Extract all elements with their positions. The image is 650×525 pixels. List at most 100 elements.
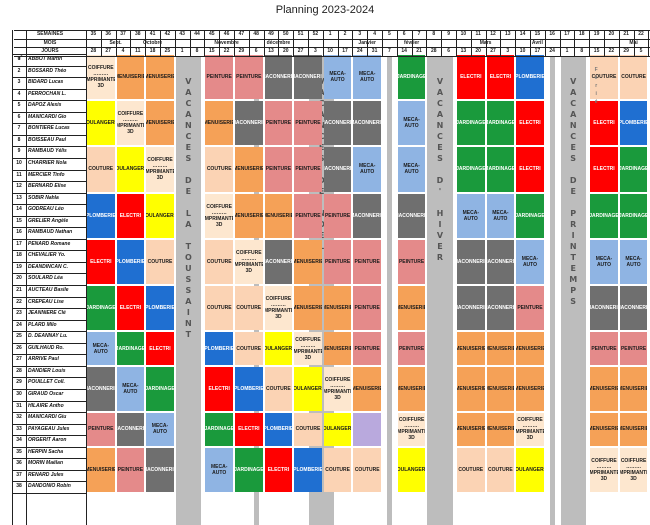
day-number: 29 xyxy=(238,48,245,54)
grid-line xyxy=(86,30,87,525)
grid-line xyxy=(12,215,86,217)
student-name: PENARD Romane xyxy=(28,240,71,247)
workshop-block-menuiserie: MENUISERIE xyxy=(486,366,515,412)
workshop-block-meca-auto: MECA-AUTO xyxy=(353,55,381,100)
workshop-block-couture: COUTURE xyxy=(294,413,322,446)
workshop-block-menuiserie: MENUISERIE xyxy=(264,193,293,238)
grid-line xyxy=(441,30,443,56)
workshop-block-maconnerie: MACONNERIE xyxy=(323,101,352,146)
day-number: 20 xyxy=(475,48,481,54)
grid-line xyxy=(12,169,86,171)
week-number: 9 xyxy=(447,31,450,37)
student-name: DAPOZ Alexis xyxy=(28,102,62,109)
workshop-block-meca-auto: MECA-AUTO xyxy=(397,147,426,192)
grid-line xyxy=(14,30,650,31)
workshop-block-menuiserie: MENUISERIE xyxy=(397,286,426,331)
student-name: SOULARD Léa xyxy=(28,275,63,282)
grid-line xyxy=(12,88,86,90)
workshop-block-maconnerie: MACONNERIE xyxy=(353,193,381,238)
month-label: Sept. xyxy=(101,39,131,47)
month-label: février xyxy=(397,39,427,47)
grid-line xyxy=(12,481,86,483)
student-number: 24 xyxy=(16,321,22,328)
student-number: 25 xyxy=(16,333,22,340)
student-name: ARRIVE Paul xyxy=(28,356,59,363)
workshop-block-maconnerie: MACONNERIE xyxy=(146,447,174,492)
day-number: 6 xyxy=(254,48,258,54)
workshop-block-plomberie: PLOMBERIE xyxy=(235,366,263,412)
workshop-block-maconnerie: MACONNERIE xyxy=(619,286,648,331)
grid-line xyxy=(470,30,472,56)
workshop-block-peinture: PEINTURE xyxy=(397,239,426,284)
workshop-block-coiffure: COIFFURE ……… IMPRIMANTE 3D xyxy=(294,332,322,365)
grid-line xyxy=(426,30,428,56)
workshop-block-jardinage: JARDINAGE xyxy=(516,193,544,238)
student-name: PAYAGEAU Jules xyxy=(28,425,70,432)
week-number: 4 xyxy=(373,31,376,37)
week-number: 8 xyxy=(432,31,436,37)
week-number: 12 xyxy=(490,31,496,37)
workshop-block-maconnerie: MACONNERIE xyxy=(457,239,485,284)
student-number: 31 xyxy=(16,402,22,409)
workshop-block-jardinage: JARDINAGE xyxy=(397,55,426,100)
vacation-column: V A C A N C E S D ' H I V E R xyxy=(427,55,453,525)
vacation-column: V A C A N C E S D E L A T O U S S A I N … xyxy=(175,55,201,525)
week-number: 37 xyxy=(120,31,126,37)
workshop-block-menuiserie: MENUISERIE xyxy=(323,332,352,365)
grid-line xyxy=(396,30,398,56)
student-number: 33 xyxy=(16,425,22,432)
workshop-block-coiffure: COIFFURE ……… IMPRIMANTE 3D xyxy=(146,147,174,192)
workshop-block-boulangerie: BOULANGERIE xyxy=(87,101,115,146)
day-number: 10 xyxy=(327,48,333,54)
student-name: BERNARD Elise xyxy=(28,183,67,190)
grid-line xyxy=(12,30,13,525)
week-number: 36 xyxy=(105,31,111,37)
grid-line xyxy=(352,30,354,56)
workshop-block-peinture: PEINTURE xyxy=(294,193,322,238)
student-name: PLARD Milo xyxy=(28,321,57,328)
grid-line xyxy=(12,227,86,229)
student-name: JEANNIERE Clé xyxy=(28,310,66,317)
student-name: BONTIERE Lucas xyxy=(28,125,70,132)
workshop-block-peinture: PEINTURE xyxy=(353,332,381,365)
grid-line xyxy=(500,30,502,56)
grid-line xyxy=(604,30,605,56)
day-number: 13 xyxy=(460,48,467,54)
workshop-block-couture: COUTURE xyxy=(235,286,263,331)
workshop-block-couture: COUTURE xyxy=(486,447,515,492)
workshop-block-coiffure: COIFFURE ……… IMPRIMANTE 3D xyxy=(590,447,618,492)
workshop-block-boulangerie: BOULANGERIE xyxy=(116,147,145,192)
grid-line xyxy=(115,30,117,56)
student-number: 6 xyxy=(17,113,21,120)
grid-line xyxy=(544,30,546,56)
student-name: GUILHAUD Ro. xyxy=(28,344,64,351)
student-number: 21 xyxy=(16,287,22,293)
day-number: 3 xyxy=(314,48,317,54)
workshop-block-menuiserie: MENUISERIE xyxy=(486,413,515,446)
workshop-block-jardinage: JARDINAGE xyxy=(486,147,515,192)
workshop-block-couture: COUTURE xyxy=(87,147,115,192)
workshop-block-couture: COUTURE xyxy=(146,239,174,284)
student-name: GIRAUD Oscar xyxy=(28,390,64,397)
month-label: Novembre xyxy=(214,39,239,46)
grid-line xyxy=(12,354,86,356)
workshop-block-electri: ELECTRI xyxy=(146,332,174,365)
workshop-block-jardinage: JARDINAGE xyxy=(590,193,618,238)
day-number: 24 xyxy=(549,48,555,54)
grid-line xyxy=(12,388,86,390)
vacation-label: V A C A N C E S D ' H I V E R xyxy=(436,76,444,262)
workshop-block-electri: ELECTRI xyxy=(516,101,544,146)
workshop-block-maconnerie: MACONNERIE xyxy=(323,147,352,192)
week-number: 49 xyxy=(268,31,274,37)
student-name: CHEVALIER Yo. xyxy=(28,252,66,259)
workshop-block-maconnerie: MACONNERIE xyxy=(87,366,115,412)
grid-line xyxy=(12,250,86,252)
student-name: BOISSEAU Paul xyxy=(28,136,67,143)
student-name: RAMBAUD Yélis xyxy=(28,148,67,155)
student-number: 22 xyxy=(16,298,22,305)
workshop-block-plomberie: PLOMBERIE xyxy=(205,332,233,365)
day-number: 5 xyxy=(639,48,643,54)
workshop-block-jardinage: JARDINAGE xyxy=(619,147,648,192)
workshop-block-maconnerie: MACONNERIE xyxy=(590,286,618,331)
workshop-block-peinture: PEINTURE xyxy=(294,147,322,192)
